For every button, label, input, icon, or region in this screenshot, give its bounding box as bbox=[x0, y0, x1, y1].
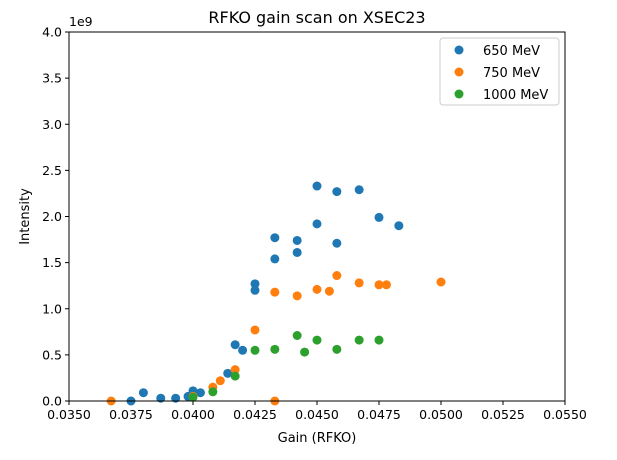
y-tick-label: 0.0 bbox=[42, 394, 62, 409]
data-point bbox=[171, 393, 181, 403]
data-point bbox=[270, 233, 280, 243]
data-point bbox=[374, 335, 384, 345]
data-point bbox=[436, 277, 446, 287]
x-tick-label: 0.0425 bbox=[233, 407, 277, 422]
data-point bbox=[223, 368, 233, 378]
x-tick-label: 0.0450 bbox=[295, 407, 339, 422]
data-point bbox=[270, 254, 280, 264]
data-point bbox=[300, 347, 310, 357]
data-point bbox=[312, 335, 322, 345]
chart-title: RFKO gain scan on XSEC23 bbox=[208, 8, 425, 27]
data-point bbox=[292, 331, 302, 341]
data-point bbox=[250, 285, 260, 295]
y-tick-label: 0.5 bbox=[42, 347, 62, 362]
data-point bbox=[250, 345, 260, 355]
y-offset-label: 1e9 bbox=[69, 14, 93, 29]
data-points bbox=[106, 181, 446, 406]
data-point bbox=[156, 393, 166, 403]
data-point bbox=[230, 340, 240, 350]
data-point bbox=[354, 185, 364, 195]
y-tick-label: 2.5 bbox=[42, 163, 62, 178]
data-point bbox=[332, 187, 342, 197]
data-point bbox=[208, 387, 218, 397]
data-point bbox=[332, 271, 342, 281]
x-tick-label: 0.0550 bbox=[543, 407, 587, 422]
data-point bbox=[188, 392, 198, 402]
y-tick-label: 1.0 bbox=[42, 301, 62, 316]
data-point bbox=[238, 345, 248, 355]
legend-label: 650 MeV bbox=[483, 44, 540, 59]
data-point bbox=[324, 286, 334, 296]
data-point bbox=[292, 247, 302, 257]
x-tick-label: 0.0400 bbox=[171, 407, 215, 422]
data-point bbox=[250, 279, 260, 289]
y-tick-label: 3.0 bbox=[42, 117, 62, 132]
data-point bbox=[312, 284, 322, 294]
axis-ticks: 0.0350 0.0375 0.0400 0.0425 0.0450 0.0475 0.05… bbox=[42, 25, 587, 423]
x-axis-label: Gain (RFKO) bbox=[278, 431, 357, 446]
legend: 650 MeV 750 MeV 1000 MeV bbox=[439, 37, 560, 106]
data-point bbox=[312, 219, 322, 229]
data-point bbox=[138, 388, 148, 398]
legend-box bbox=[439, 37, 560, 106]
series-0 bbox=[126, 181, 404, 406]
data-point bbox=[354, 278, 364, 288]
data-point bbox=[292, 291, 302, 301]
data-point bbox=[374, 280, 384, 290]
data-point bbox=[230, 365, 240, 375]
legend-label: 750 MeV bbox=[483, 66, 540, 81]
y-tick-label: 4.0 bbox=[42, 25, 62, 40]
y-axis-label: Intensity bbox=[18, 188, 33, 245]
x-tick-label: 0.0350 bbox=[47, 407, 91, 422]
x-tick-label: 0.0375 bbox=[109, 407, 153, 422]
data-point bbox=[270, 287, 280, 297]
data-point bbox=[332, 344, 342, 354]
legend-marker bbox=[454, 67, 464, 77]
data-point bbox=[374, 212, 384, 222]
y-tick-label: 2.0 bbox=[42, 209, 62, 224]
series-1 bbox=[106, 271, 446, 406]
data-point bbox=[215, 376, 225, 386]
x-tick-label: 0.0475 bbox=[357, 407, 401, 422]
data-point bbox=[394, 221, 404, 231]
y-tick-label: 3.5 bbox=[42, 71, 62, 86]
legend-marker bbox=[454, 89, 464, 99]
data-point bbox=[381, 280, 391, 290]
series-2 bbox=[188, 331, 384, 402]
legend-marker bbox=[454, 45, 464, 55]
data-point bbox=[270, 344, 280, 354]
data-point bbox=[354, 335, 364, 345]
data-point bbox=[250, 325, 260, 335]
data-point bbox=[292, 235, 302, 245]
data-point bbox=[312, 181, 322, 191]
x-tick-label: 0.0500 bbox=[419, 407, 463, 422]
x-tick-label: 0.0525 bbox=[481, 407, 525, 422]
y-tick-label: 1.5 bbox=[42, 255, 62, 270]
legend-label: 1000 MeV bbox=[483, 88, 548, 103]
data-point bbox=[195, 388, 205, 398]
data-point bbox=[332, 238, 342, 248]
data-point bbox=[230, 371, 240, 381]
plot-frame bbox=[68, 31, 566, 402]
